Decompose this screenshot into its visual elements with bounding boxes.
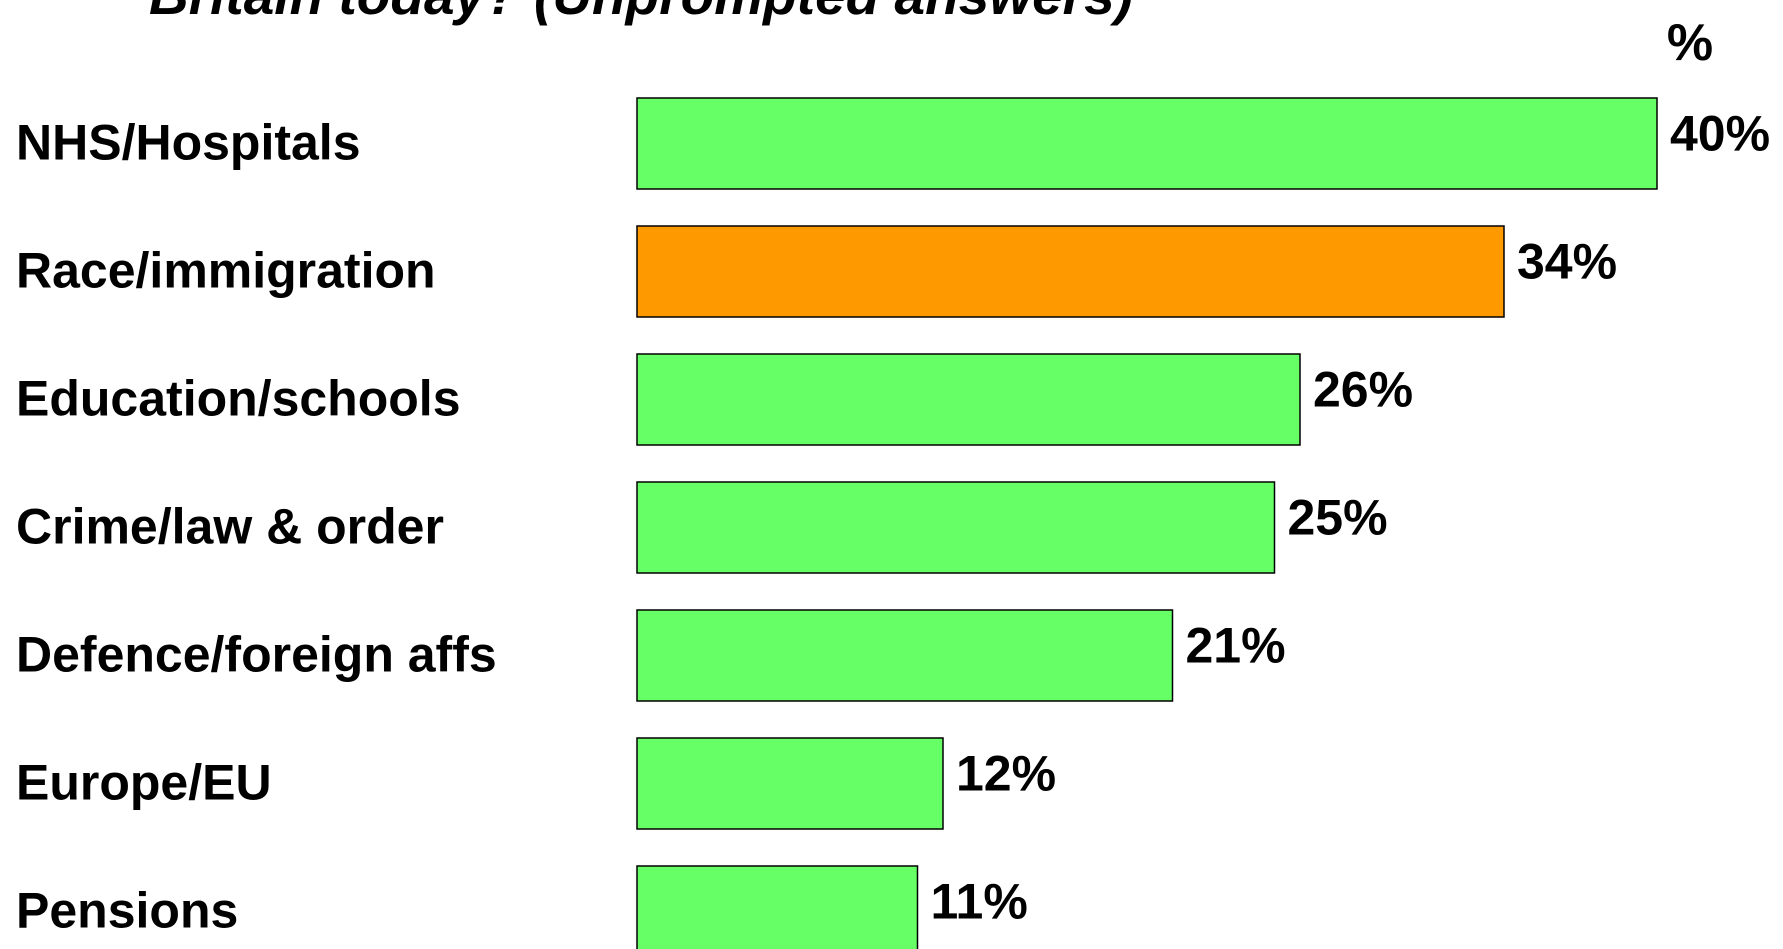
value-label: 21% (1186, 618, 1286, 674)
bar (636, 609, 1174, 702)
category-label: Race/immigration (16, 243, 436, 299)
bar (636, 97, 1658, 190)
value-label: 34% (1517, 234, 1617, 290)
bar (636, 225, 1505, 318)
unit-label: % (1667, 14, 1713, 72)
category-label: NHS/Hospitals (16, 115, 361, 171)
chart-title: Britain today? (Unprompted answers) (149, 0, 1133, 26)
category-label: Crime/law & order (16, 499, 444, 555)
value-label: 11% (931, 874, 1028, 930)
value-label: 40% (1670, 106, 1770, 162)
value-label: 12% (956, 746, 1056, 802)
category-label: Europe/EU (16, 755, 272, 811)
value-label: 25% (1288, 490, 1388, 546)
bar (636, 353, 1301, 446)
category-label: Pensions (16, 883, 238, 939)
bar (636, 481, 1276, 574)
category-label: Defence/foreign affs (16, 627, 497, 683)
bar (636, 737, 944, 830)
value-label: 26% (1313, 362, 1413, 418)
bar (636, 865, 919, 949)
category-label: Education/schools (16, 371, 461, 427)
